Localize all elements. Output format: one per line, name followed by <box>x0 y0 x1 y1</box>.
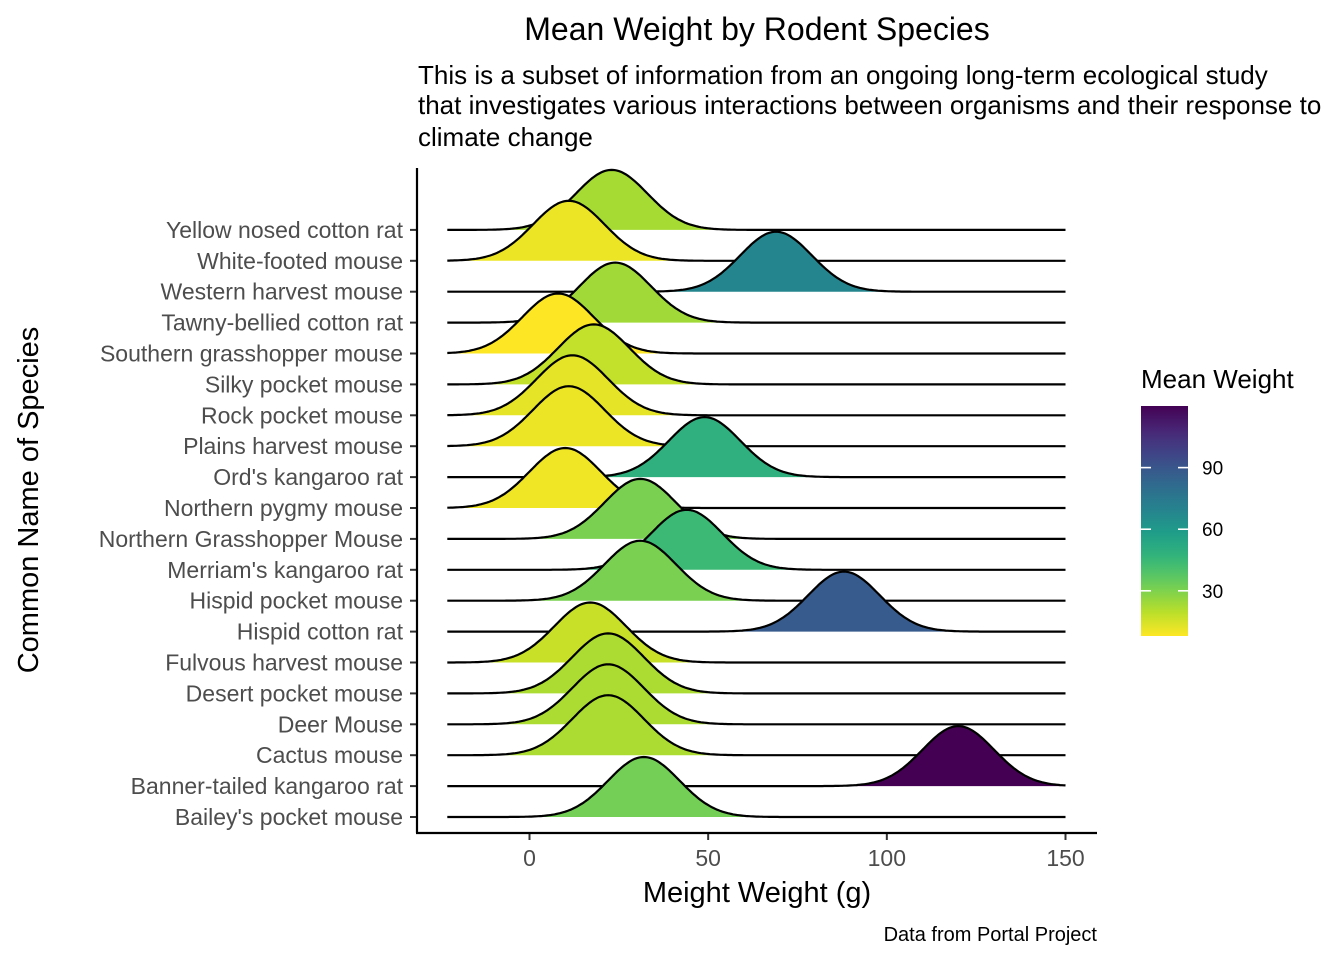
y-tick-label: Yellow nosed cotton rat <box>166 217 404 243</box>
chart-caption: Data from Portal Project <box>884 924 1098 946</box>
y-tick-label: Southern grasshopper mouse <box>100 341 403 367</box>
y-tick-label: Merriam's kangaroo rat <box>167 557 403 583</box>
y-tick-label: Northern pygmy mouse <box>164 495 403 521</box>
ridge-line-silky-pocket-mouse <box>447 323 1066 386</box>
y-tick-labels: Bailey's pocket mouse Banner-tailed kanga… <box>99 217 417 830</box>
ridge-line-merriam-s-kangaroo-rat <box>447 508 1066 571</box>
ridge-line-bailey-s-pocket-mouse <box>447 755 1066 819</box>
legend-ticks: 30 60 90 <box>1141 459 1223 603</box>
ridge-line-plains-harvest-mouse <box>447 385 1066 448</box>
x-tick-label: 150 <box>1046 845 1084 871</box>
ridge-line-western-harvest-mouse <box>447 230 1066 293</box>
y-axis-title: Common Name of Species <box>13 327 45 674</box>
ridge-fill-white-footed-mouse <box>447 200 1066 261</box>
ridge-line-southern-grasshopper-mouse <box>447 292 1066 355</box>
ridge-fill-tawny-bellied-cotton-rat <box>447 262 1066 323</box>
ridge-line-fulvous-harvest-mouse <box>447 601 1066 664</box>
y-tick-label: Ord's kangaroo rat <box>213 464 403 490</box>
x-tick-label: 0 <box>523 845 536 871</box>
y-tick-label: Bailey's pocket mouse <box>175 804 403 830</box>
legend-tick-label: 60 <box>1202 520 1223 541</box>
x-tick-label: 50 <box>695 845 721 871</box>
ridge-fill-rock-pocket-mouse <box>447 355 1066 416</box>
y-tick-label: Rock pocket mouse <box>201 402 403 428</box>
y-tick-label: Cactus mouse <box>256 742 403 768</box>
ridge-line-northern-grasshopper-mouse <box>447 477 1066 540</box>
ridge-fill-banner-tailed-kangaroo-rat <box>447 726 1066 787</box>
color-legend: Mean Weight 30 60 90 <box>1141 364 1294 636</box>
legend-tick-label: 90 <box>1202 459 1223 480</box>
chart-subtitle-line-2: that investigates various interactions b… <box>418 90 1321 120</box>
legend-title: Mean Weight <box>1141 364 1294 394</box>
x-tick-label: 100 <box>868 845 906 871</box>
y-tick-label: Hispid cotton rat <box>237 619 404 645</box>
y-tick-label: Banner-tailed kangaroo rat <box>131 773 404 799</box>
ridge-line-northern-pygmy-mouse <box>447 446 1066 510</box>
ridge-fill-northern-grasshopper-mouse <box>447 478 1066 539</box>
y-tick-label: Deer Mouse <box>278 711 403 737</box>
ridge-fill-silky-pocket-mouse <box>447 324 1066 385</box>
y-tick-label: Northern Grasshopper Mouse <box>99 526 403 552</box>
ridge-line-deer-mouse <box>447 663 1066 726</box>
chart-title: Mean Weight by Rodent Species <box>524 11 989 47</box>
ridge-fill-hispid-pocket-mouse <box>447 540 1066 601</box>
x-tick-labels: 0 50 100 150 <box>523 833 1085 871</box>
y-tick-label: Hispid pocket mouse <box>190 588 404 614</box>
y-tick-label: Silky pocket mouse <box>205 371 403 397</box>
ridge-fill-cactus-mouse <box>447 695 1066 756</box>
ridge-fill-ord-s-kangaroo-rat <box>447 417 1066 478</box>
ridge-line-desert-pocket-mouse <box>447 632 1066 695</box>
legend-colorbar <box>1141 406 1188 636</box>
ridge-line-rock-pocket-mouse <box>447 354 1066 417</box>
chart-subtitle-line-1: This is a subset of information from an … <box>418 60 1268 90</box>
y-tick-label: Desert pocket mouse <box>186 680 403 706</box>
y-tick-label: Fulvous harvest mouse <box>165 650 403 676</box>
ridge-line-hispid-pocket-mouse <box>447 539 1066 602</box>
ridge-line-banner-tailed-kangaroo-rat <box>447 724 1066 788</box>
ridges <box>447 168 1066 819</box>
ridge-fill-western-harvest-mouse <box>447 231 1066 292</box>
ridge-fill-yellow-nosed-cotton-rat <box>447 169 1066 230</box>
y-tick-label: Plains harvest mouse <box>183 433 403 459</box>
ridge-fill-northern-pygmy-mouse <box>447 448 1066 508</box>
ridge-fill-bailey-s-pocket-mouse <box>447 757 1066 817</box>
y-tick-label: Western harvest mouse <box>161 279 403 305</box>
y-tick-label: White-footed mouse <box>197 248 403 274</box>
x-axis-title: Meight Weight (g) <box>643 877 871 909</box>
legend-tick-label: 30 <box>1202 582 1223 603</box>
y-tick-label: Tawny-bellied cotton rat <box>161 310 403 336</box>
ridge-fill-plains-harvest-mouse <box>447 386 1066 447</box>
chart-subtitle-line-3: climate change <box>418 122 593 152</box>
